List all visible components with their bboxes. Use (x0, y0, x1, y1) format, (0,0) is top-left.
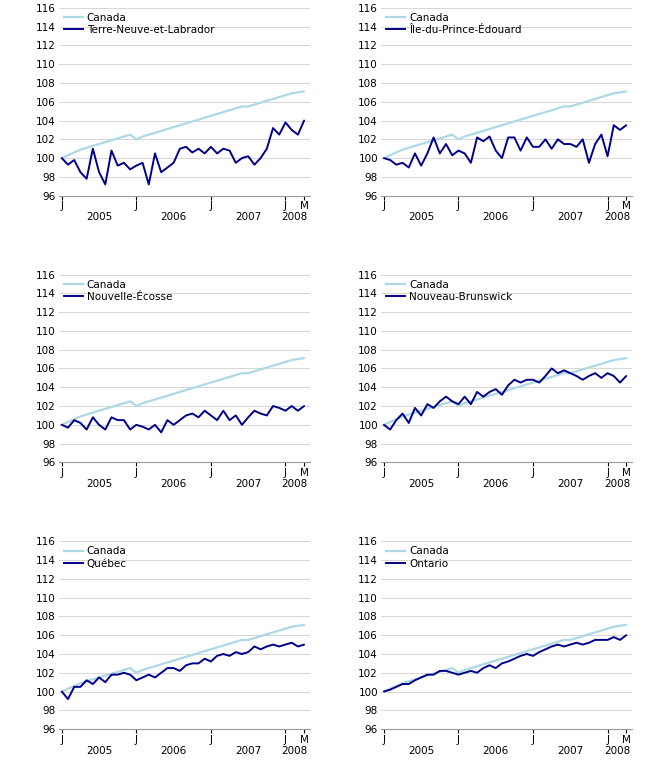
Legend: Canada, Île-du-Prince-Édouard: Canada, Île-du-Prince-Édouard (384, 11, 524, 37)
Legend: Canada, Ontario: Canada, Ontario (384, 544, 451, 571)
Legend: Canada, Terre-Neuve-et-Labrador: Canada, Terre-Neuve-et-Labrador (62, 11, 216, 37)
Legend: Canada, Nouvelle-Écosse: Canada, Nouvelle-Écosse (62, 278, 174, 304)
Legend: Canada, Nouveau-Brunswick: Canada, Nouveau-Brunswick (384, 278, 514, 304)
Legend: Canada, Québec: Canada, Québec (62, 544, 129, 571)
